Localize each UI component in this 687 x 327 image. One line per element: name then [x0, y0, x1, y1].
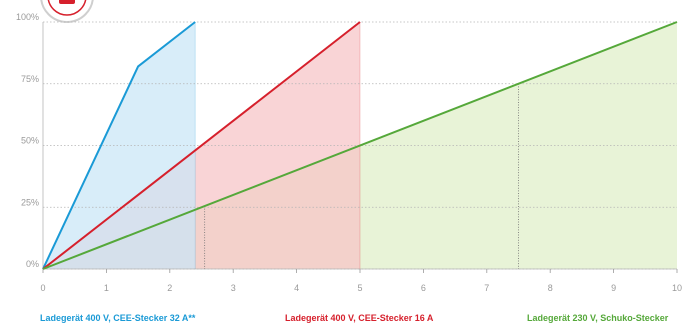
- x-tick-label-1: 1: [104, 283, 109, 293]
- legend-label-cee-16a: Ladegerät 400 V, CEE-Stecker 16 A: [285, 313, 434, 323]
- x-tick-label-6: 6: [421, 283, 426, 293]
- x-tick-label-10: 10: [672, 283, 682, 293]
- x-axis: 0 1 2 3 4 5 6 7 8 9 10: [40, 269, 682, 293]
- x-tick-label-3: 3: [231, 283, 236, 293]
- legend-label-schuko: Ladegerät 230 V, Schuko-Stecker: [527, 313, 669, 323]
- x-tick-label-0: 0: [40, 283, 45, 293]
- plug-badge-icon: [40, 0, 94, 23]
- x-tick-label-4: 4: [294, 283, 299, 293]
- x-tick-label-9: 9: [611, 283, 616, 293]
- legend-label-cee-32a: Ladegerät 400 V, CEE-Stecker 32 A**: [40, 313, 196, 323]
- x-tick-label-5: 5: [357, 283, 362, 293]
- x-tick-label-7: 7: [484, 283, 489, 293]
- line-series-2: [42, 21, 678, 270]
- line-series-1: [42, 21, 361, 270]
- y-tick-label-3: 75%: [21, 74, 39, 84]
- y-axis: 0% 25% 50% 75% 100%: [16, 12, 39, 269]
- y-tick-label-0: 0%: [26, 259, 39, 269]
- y-tick-label-1: 25%: [21, 197, 39, 207]
- x-tick-label-2: 2: [167, 283, 172, 293]
- line-series-0: [42, 21, 196, 270]
- y-tick-label-4: 100%: [16, 12, 39, 22]
- series-lines: [42, 21, 678, 270]
- y-tick-label-2: 50%: [21, 136, 39, 146]
- area-series-0: [43, 22, 196, 269]
- x-tick-label-8: 8: [548, 283, 553, 293]
